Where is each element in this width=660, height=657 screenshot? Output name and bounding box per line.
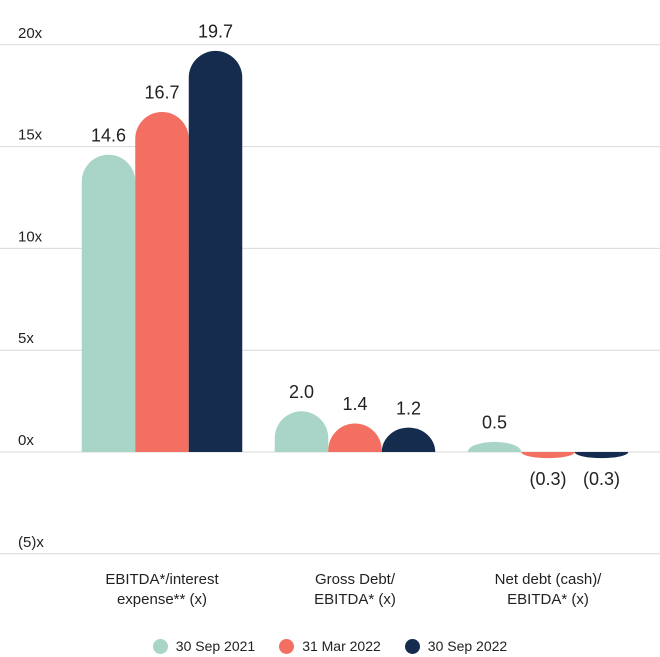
x-tick-label: Gross Debt/ EBITDA* (x) — [314, 571, 396, 608]
legend-item: 30 Sep 2021 — [152, 638, 256, 654]
y-tick-label: 0x — [18, 432, 34, 449]
bar — [381, 427, 436, 452]
bar — [467, 441, 522, 452]
legend-swatch — [152, 638, 168, 654]
bar — [274, 411, 329, 452]
y-tick-label: 15x — [18, 127, 43, 144]
value-label: (0.3) — [529, 469, 566, 489]
bar — [521, 452, 575, 459]
bar — [135, 111, 189, 452]
y-tick-label: 5x — [18, 330, 34, 347]
y-tick-label: (5)x — [18, 534, 44, 551]
legend: 30 Sep 2021 31 Mar 2022 30 Sep 2022 — [0, 638, 660, 654]
y-tick-label: 20x — [18, 25, 43, 42]
value-label: 16.7 — [144, 83, 179, 103]
plot: (5)x 0x 5x 10x 15x 20x 14.6 16.7 19.7 2.0 1.4 1.2 0.… — [0, 22, 660, 555]
bar — [328, 423, 382, 452]
bar — [81, 154, 136, 452]
legend-label: 30 Sep 2022 — [427, 638, 508, 654]
value-label: (0.3) — [583, 469, 620, 489]
legend-label: 31 Mar 2022 — [302, 638, 381, 654]
value-label: 14.6 — [91, 125, 126, 145]
legend-item: 31 Mar 2022 — [279, 638, 381, 654]
legend-item: 30 Sep 2022 — [404, 638, 508, 654]
value-label: 1.4 — [342, 394, 367, 414]
legend-swatch — [279, 638, 295, 654]
value-label: 1.2 — [396, 398, 421, 418]
legend-label: 30 Sep 2021 — [175, 638, 256, 654]
bar — [574, 452, 629, 459]
x-tick-label: EBITDA*/interest expense** (x) — [105, 571, 219, 608]
value-label: 0.5 — [482, 413, 507, 433]
bar — [188, 50, 243, 453]
value-label: 2.0 — [289, 382, 314, 402]
x-tick-label: Net debt (cash)/ EBITDA* (x) — [494, 571, 602, 608]
legend-swatch — [404, 638, 420, 654]
y-tick-label: 10x — [18, 228, 43, 245]
value-label: 19.7 — [198, 22, 233, 42]
